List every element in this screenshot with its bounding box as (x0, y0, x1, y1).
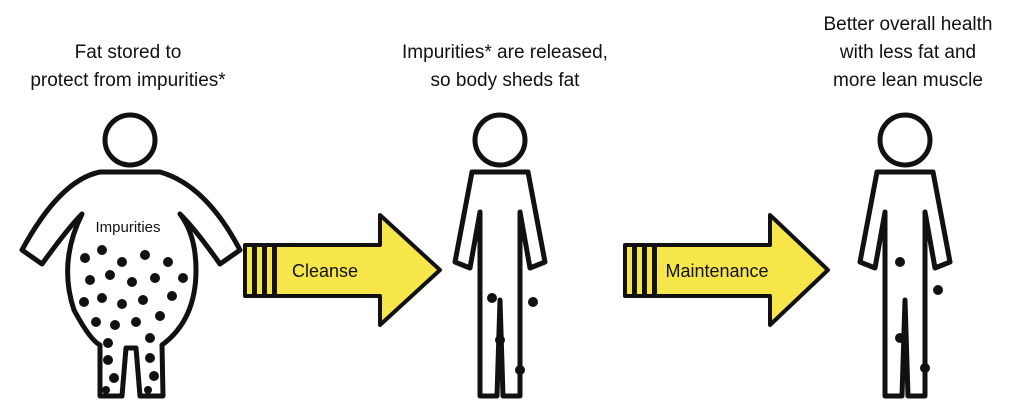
caption: with less fat and (839, 42, 976, 63)
figure-lean (860, 115, 950, 396)
figure-slim (455, 115, 545, 396)
caption: Fat stored to (75, 42, 182, 63)
diagram: Fat stored to protect from impurities* I… (0, 0, 1016, 405)
caption: more lean muscle (833, 70, 983, 91)
caption: Better overall health (824, 14, 993, 35)
figure-fat: Impurities (22, 115, 240, 396)
caption: Impurities* are released, (402, 42, 608, 63)
caption: so body sheds fat (431, 70, 581, 91)
body-label: Impurities (95, 219, 160, 236)
arrow: Maintenance (625, 215, 828, 325)
caption: protect from impurities* (30, 70, 226, 91)
arrow-label: Maintenance (665, 261, 768, 281)
arrow: Cleanse (245, 215, 440, 325)
arrow-label: Cleanse (292, 261, 358, 281)
